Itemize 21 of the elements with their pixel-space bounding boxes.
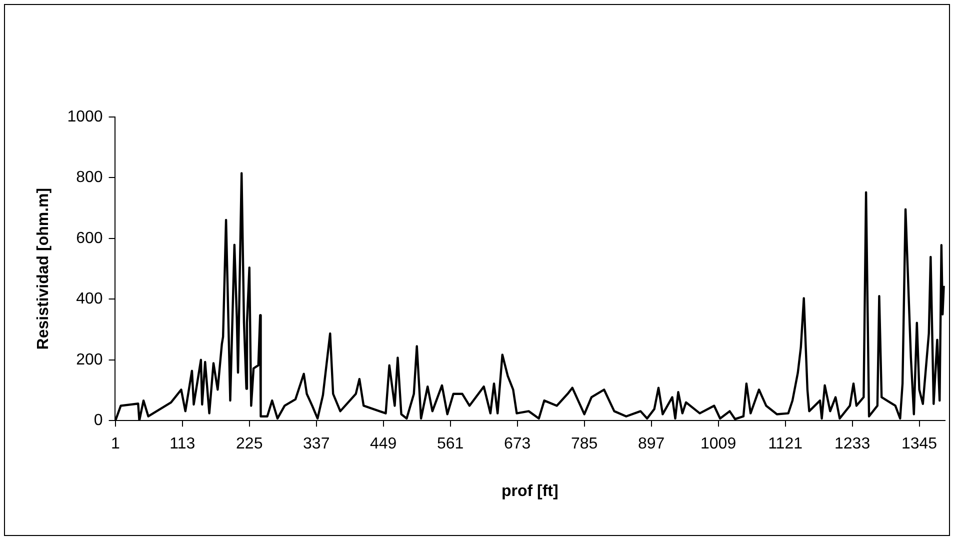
x-tick-label: 897	[638, 436, 665, 453]
x-tick-label: 673	[504, 436, 531, 453]
y-tick-label: 600	[76, 230, 103, 247]
x-tick-label: 561	[436, 436, 464, 453]
x-tick-label: 1345	[901, 436, 938, 453]
y-tick-label: 1000	[67, 108, 103, 126]
x-axis-title: prof [ft]	[501, 482, 558, 500]
y-tick-label: 200	[76, 351, 103, 368]
x-tick-label: 1233	[834, 436, 870, 453]
x-tick-label: 337	[303, 436, 330, 453]
x-tick-label: 785	[570, 436, 598, 453]
x-tick-label: 1009	[700, 436, 736, 453]
y-axis-title: Resistividad [ohm.m]	[35, 188, 52, 350]
y-tick-label: 800	[76, 169, 103, 186]
x-tick-label: 449	[370, 436, 397, 453]
y-tick-label: 400	[76, 290, 103, 308]
x-tick-label: 113	[170, 436, 196, 453]
x-tick-label: 1	[110, 436, 120, 453]
x-tick-label: 225	[236, 436, 263, 453]
x-tick-label: 1121	[768, 436, 803, 453]
y-tick-label: 0	[94, 412, 103, 430]
